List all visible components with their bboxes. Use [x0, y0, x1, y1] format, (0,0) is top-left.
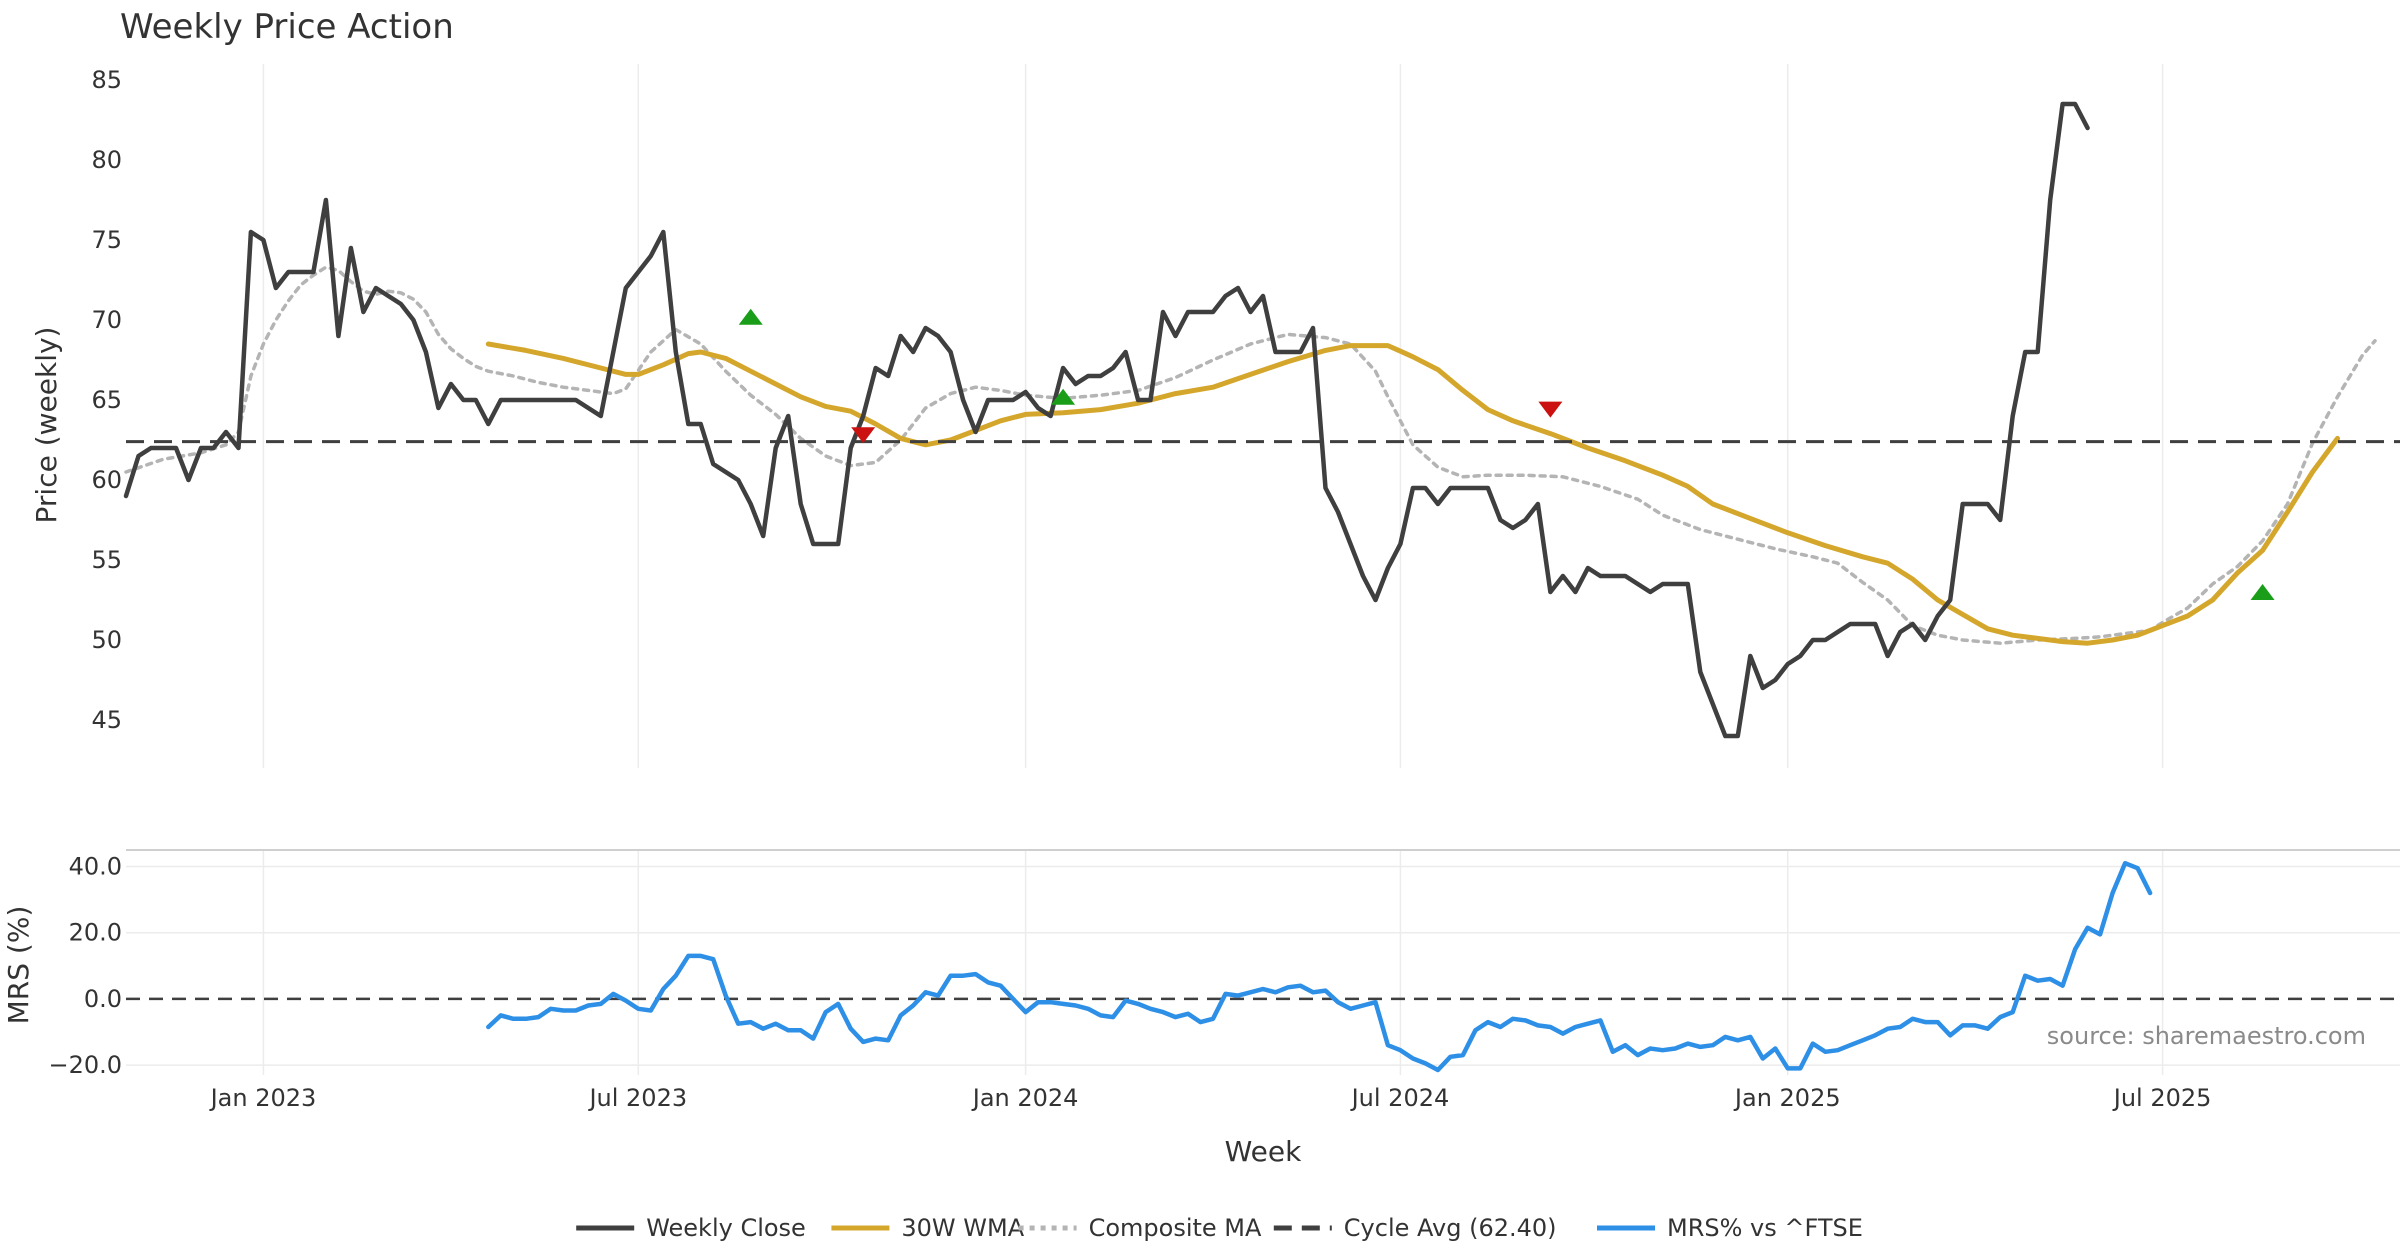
y-tick-label: 70: [91, 306, 122, 334]
price-y-axis: 45 50 55 60 65 70 75 80 85: [91, 66, 122, 734]
sell-signal-marker: [1538, 401, 1563, 418]
x-tick-label: Jul 2023: [587, 1084, 687, 1112]
sell-signal-marker: [851, 427, 876, 444]
x-tick-label: Jul 2025: [2112, 1084, 2212, 1112]
legend: Weekly Close 30W WMA Composite MA Cycle Avg…: [576, 1214, 1863, 1242]
y-tick-label: −20.0: [48, 1051, 122, 1079]
y-tick-label: 0.0: [84, 985, 122, 1013]
y-tick-label: 65: [91, 386, 122, 414]
legend-label: Composite MA: [1089, 1214, 1262, 1242]
series-composite-ma: [124, 265, 2377, 645]
y-tick-label: 50: [91, 626, 122, 654]
buy-signal-marker: [738, 308, 763, 325]
legend-item-mrs-vs-ftse: MRS% vs ^FTSE: [1597, 1214, 1863, 1242]
y-tick-label: 85: [91, 66, 122, 94]
series-30w-wma: [485, 341, 2340, 646]
legend-label: MRS% vs ^FTSE: [1667, 1214, 1863, 1242]
y-tick-label: 45: [91, 706, 122, 734]
x-tick-label: Jan 2025: [1733, 1084, 1841, 1112]
legend-label: Cycle Avg (62.40): [1344, 1214, 1557, 1242]
x-tick-label: Jan 2023: [209, 1084, 317, 1112]
y-tick-label: 55: [91, 546, 122, 574]
chart-title: Weekly Price Action: [120, 7, 454, 47]
buy-signal-marker: [2250, 584, 2275, 600]
buy-signal-marker: [1051, 388, 1076, 405]
x-axis: Jan 2023 Jul 2023 Jan 2024 Jul 2024 Jan 2025…: [209, 1084, 2212, 1112]
mrs-y-axis-title: MRS (%): [2, 906, 35, 1025]
legend-item-cycle-avg-62-40: Cycle Avg (62.40): [1273, 1214, 1557, 1242]
source-label: source: sharemaestro.com: [2047, 1022, 2366, 1050]
legend-item-30w-wma: 30W WMA: [831, 1214, 1025, 1242]
price-y-axis-title: Price (weekly): [30, 327, 63, 524]
mrs-y-axis: 40.0 20.0 0.0 −20.0: [48, 853, 122, 1080]
mrs-series: [126, 860, 2400, 1073]
y-tick-label: 60: [91, 466, 122, 494]
series-weekly-close: [123, 101, 2090, 739]
price-series: [123, 101, 2400, 739]
x-tick-label: Jul 2024: [1350, 1084, 1450, 1112]
x-axis-title: Week: [1225, 1135, 1302, 1168]
y-tick-label: 80: [91, 146, 122, 174]
y-tick-label: 75: [91, 226, 122, 254]
price-panel-grid: [262, 64, 2164, 768]
mrs-panel-grid: [126, 850, 2400, 1075]
legend-item-composite-ma: Composite MA: [1018, 1214, 1262, 1242]
y-tick-label: 40.0: [69, 853, 122, 881]
legend-item-weekly-close: Weekly Close: [576, 1214, 806, 1242]
x-tick-label: Jan 2024: [971, 1084, 1079, 1112]
y-tick-label: 20.0: [69, 919, 122, 947]
legend-label: Weekly Close: [646, 1214, 806, 1242]
legend-label: 30W WMA: [901, 1214, 1024, 1242]
signal-markers: [738, 308, 2275, 600]
series-mrs-vs-ftse: [486, 860, 2153, 1073]
